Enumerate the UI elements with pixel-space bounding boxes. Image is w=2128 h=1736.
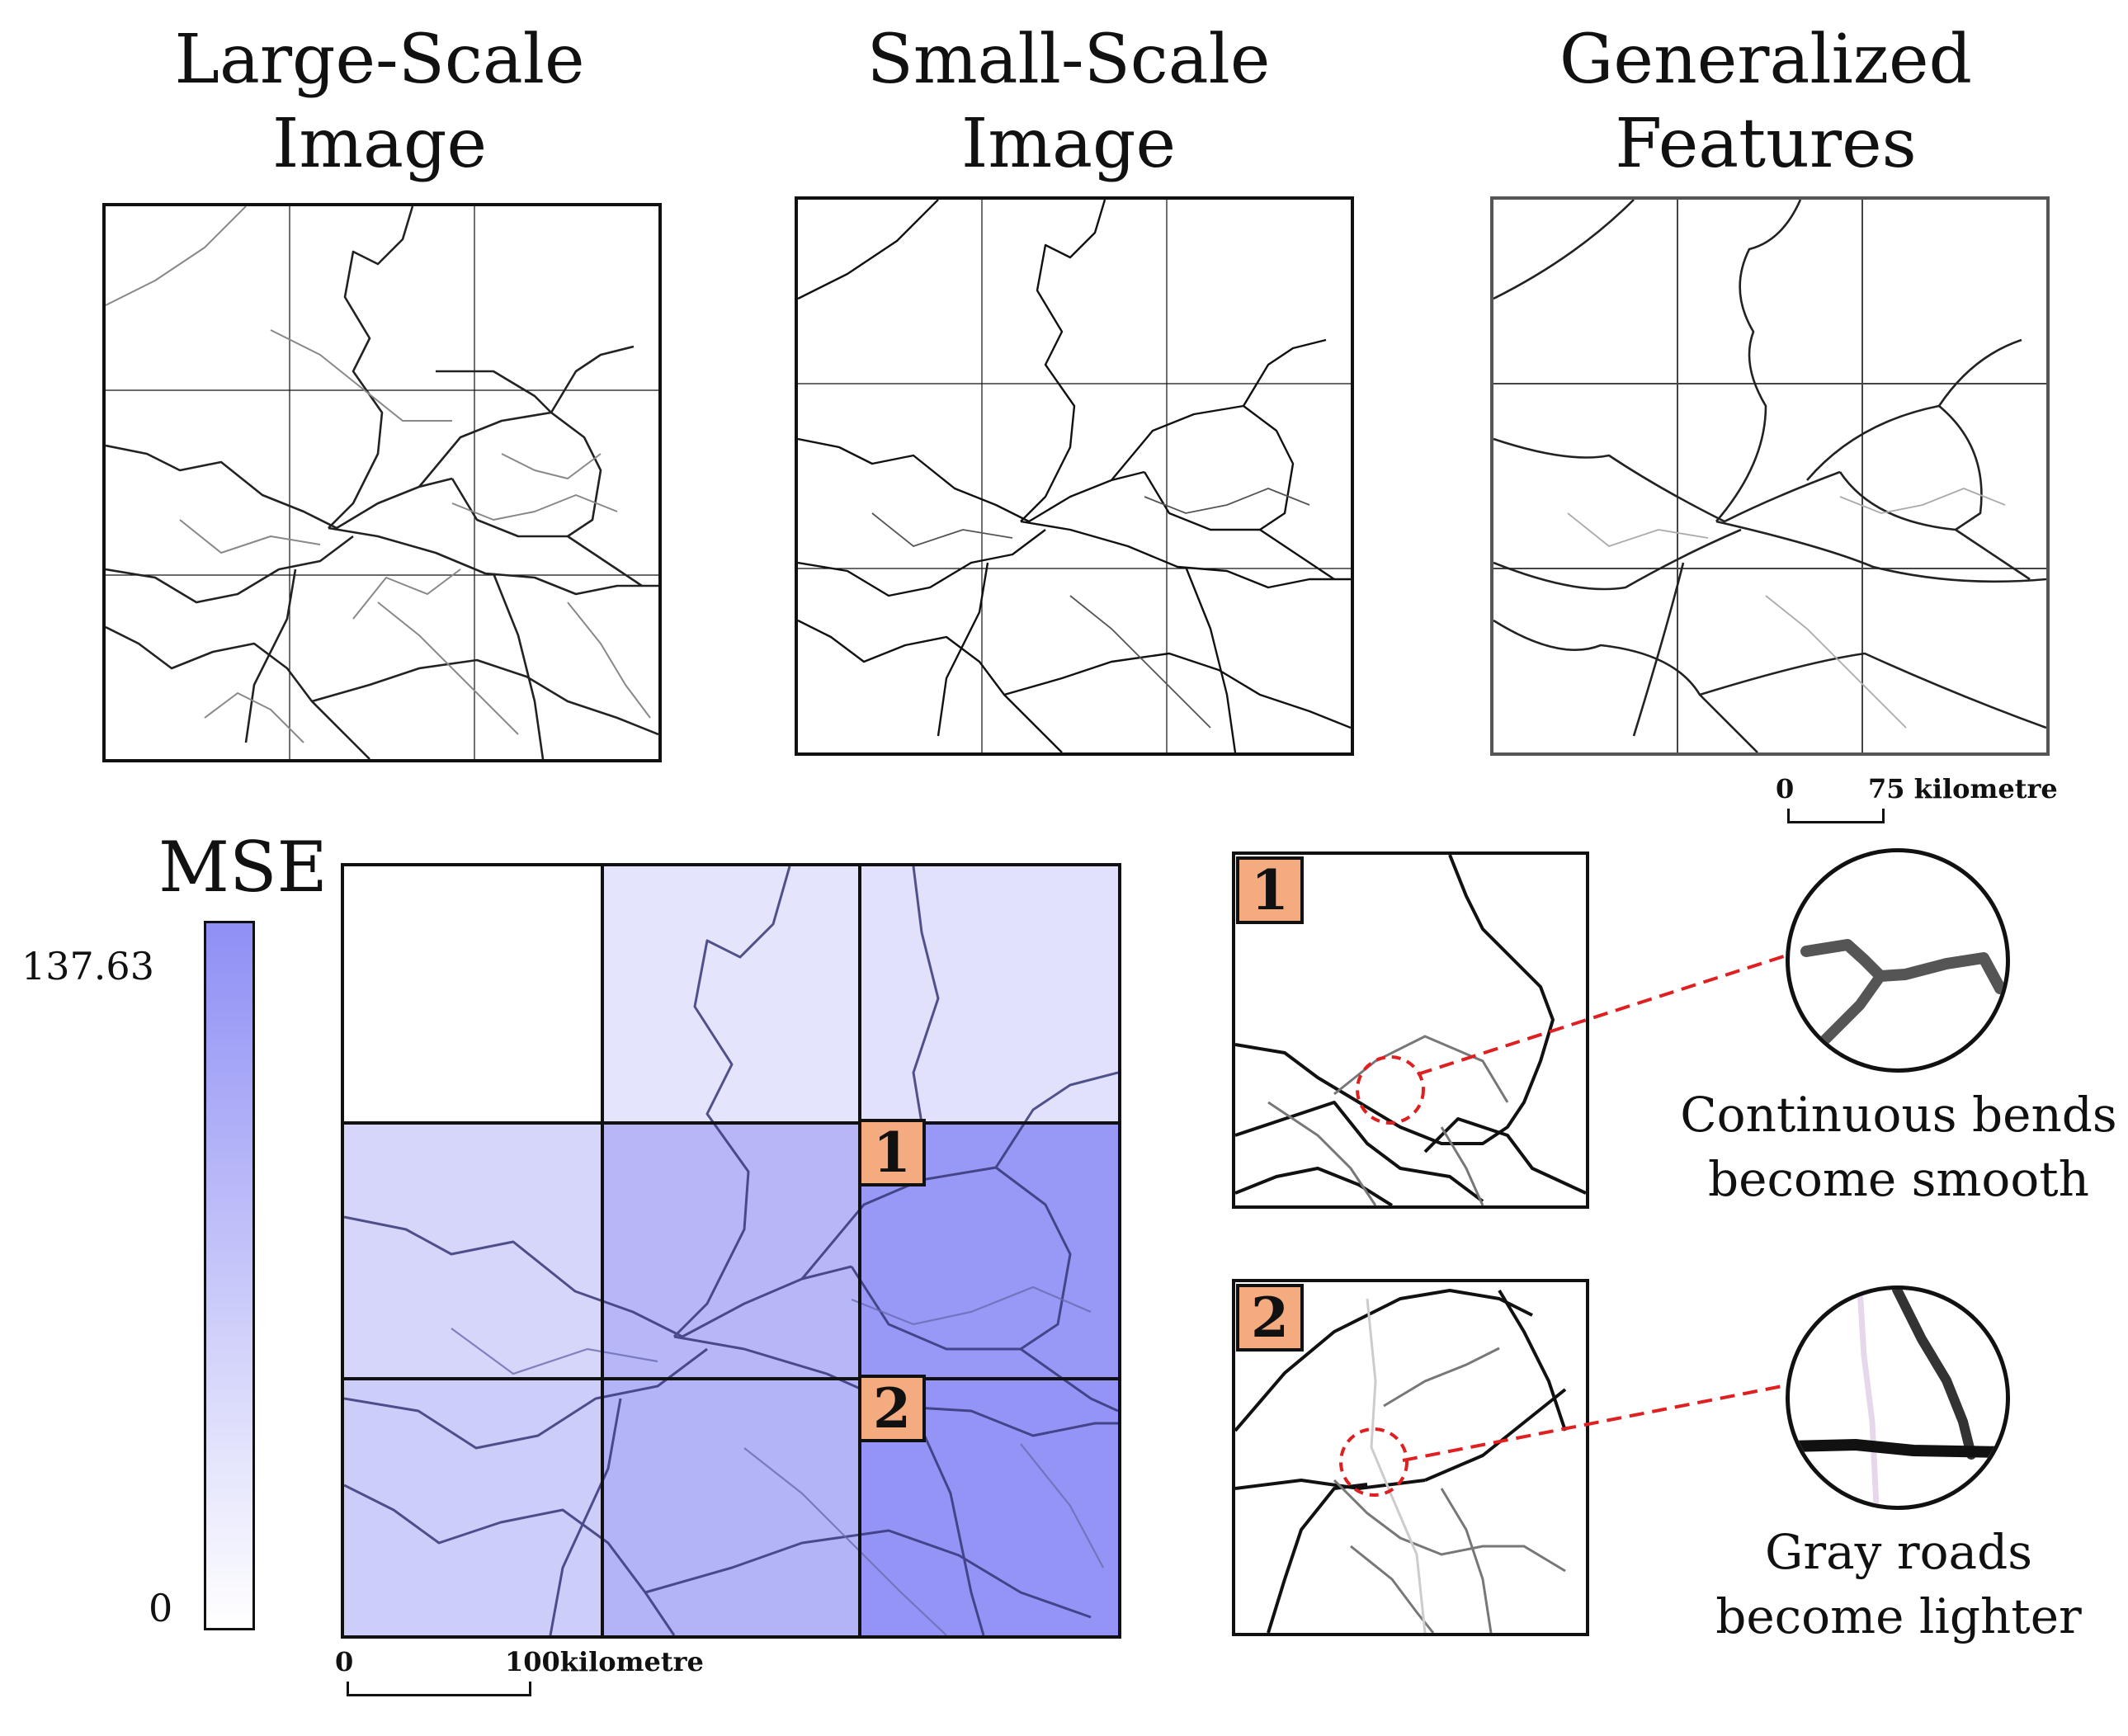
zoom-circle-1 xyxy=(1786,848,2010,1073)
large-scale-title-line1: Large-Scale xyxy=(174,21,585,99)
detail-2-roads xyxy=(1235,1289,1567,1633)
caption-1-line2: become smooth xyxy=(1708,1151,2089,1207)
generalized-title-line1: Generalized xyxy=(1559,21,1973,99)
generalized-title-line2: Features xyxy=(1615,105,1917,183)
bottom-scale-start-label: 0 xyxy=(335,1646,354,1677)
generalized-map xyxy=(1490,196,2050,756)
large-scale-road-network xyxy=(106,206,658,759)
small-scale-title: Small-Scale Image xyxy=(780,18,1357,186)
mse-heatmap-svg xyxy=(344,866,1118,1635)
detail-1-roads xyxy=(1235,855,1586,1205)
mse-cell-r2c2 xyxy=(602,1123,860,1379)
mse-cell-r1c3 xyxy=(860,866,1118,1123)
caption-2-line1: Gray roads xyxy=(1765,1524,2032,1580)
caption-2: Gray roads become lighter xyxy=(1668,1520,2128,1649)
large-scale-title-line2: Image xyxy=(271,105,488,183)
generalized-title: Generalized Features xyxy=(1477,18,2055,186)
mse-min-label: 0 xyxy=(149,1586,173,1630)
heatmap-roads xyxy=(344,866,1118,1635)
leader-line-2 xyxy=(1402,1385,1783,1462)
large-scale-map xyxy=(102,203,662,762)
heatmap-badge-1: 1 xyxy=(858,1119,926,1186)
small-scale-road-network xyxy=(798,200,1351,752)
leader-line-1 xyxy=(1417,954,1787,1076)
detail-2-highlight-circle xyxy=(1339,1427,1408,1497)
detail-badge-2: 2 xyxy=(1236,1284,1304,1352)
zoom-circle-2 xyxy=(1786,1285,2010,1510)
caption-1-line1: Continuous bends xyxy=(1680,1087,2117,1143)
caption-1: Continuous bends become smooth xyxy=(1668,1083,2128,1211)
bottom-scale-end-label: 100kilometre xyxy=(505,1646,704,1677)
small-scale-title-line2: Image xyxy=(960,105,1177,183)
large-scale-title: Large-Scale Image xyxy=(91,18,668,186)
zoom-1-detail xyxy=(1800,939,2006,1056)
generalized-road-network xyxy=(1493,200,2046,752)
top-scale-start-label: 0 xyxy=(1776,773,1795,804)
bottom-scale-bar xyxy=(347,1682,531,1696)
mse-cell-r1c1 xyxy=(344,866,602,1123)
heatmap-grid xyxy=(344,866,1118,1635)
heatmap-badge-2: 2 xyxy=(858,1375,926,1442)
zoom-2-detail xyxy=(1790,1290,2006,1506)
mse-color-bar xyxy=(204,921,255,1630)
top-scale-bar xyxy=(1787,809,1885,823)
mse-heatmap xyxy=(341,863,1121,1639)
mse-max-label: 137.63 xyxy=(21,944,154,988)
small-scale-map xyxy=(795,196,1354,756)
mse-legend-title: MSE xyxy=(158,827,328,908)
detail-1-highlight-circle xyxy=(1356,1055,1425,1125)
mse-cell-r1c2 xyxy=(602,866,860,1123)
small-scale-title-line1: Small-Scale xyxy=(866,21,1271,99)
caption-2-line2: become lighter xyxy=(1715,1588,2082,1644)
detail-badge-1: 1 xyxy=(1236,856,1304,924)
top-scale-end-label: 75 kilometre xyxy=(1868,773,2058,804)
